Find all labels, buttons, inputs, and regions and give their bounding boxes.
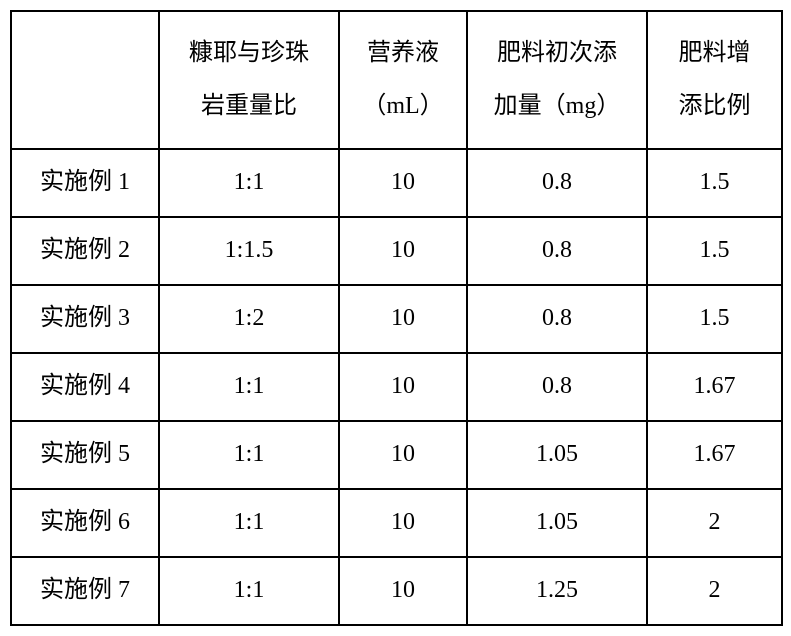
cell-initial: 1.05 [467,421,647,489]
cell-initial: 1.05 [467,489,647,557]
cell-label: 实施例 4 [11,353,159,421]
table-row: 实施例 4 1:1 10 0.8 1.67 [11,353,782,421]
col-header-line2: （mL） [340,80,466,133]
cell-add-ratio: 2 [647,489,782,557]
cell-add-ratio: 1.5 [647,217,782,285]
col-header-initial: 肥料初次添 加量（mg） [467,11,647,149]
col-header-nutrient: 营养液 （mL） [339,11,467,149]
cell-label: 实施例 7 [11,557,159,625]
cell-ratio: 1:1.5 [159,217,339,285]
col-header-line1: 肥料增 [648,27,781,80]
cell-initial: 0.8 [467,217,647,285]
col-header-line2: 加量（mg） [468,80,646,133]
table-header-row: 糠耶与珍珠 岩重量比 营养液 （mL） 肥料初次添 加量（mg） 肥料增 添比例 [11,11,782,149]
cell-nutrient: 10 [339,285,467,353]
cell-ratio: 1:2 [159,285,339,353]
col-header-line1: 糠耶与珍珠 [160,27,338,80]
cell-initial: 1.25 [467,557,647,625]
cell-label: 实施例 6 [11,489,159,557]
cell-nutrient: 10 [339,489,467,557]
cell-ratio: 1:1 [159,353,339,421]
col-header-line2: 添比例 [648,80,781,133]
table-row: 实施例 1 1:1 10 0.8 1.5 [11,149,782,217]
cell-ratio: 1:1 [159,149,339,217]
cell-label: 实施例 1 [11,149,159,217]
cell-add-ratio: 1.5 [647,149,782,217]
data-table: 糠耶与珍珠 岩重量比 营养液 （mL） 肥料初次添 加量（mg） 肥料增 添比例 [10,10,783,626]
cell-add-ratio: 1.5 [647,285,782,353]
cell-label: 实施例 3 [11,285,159,353]
cell-ratio: 1:1 [159,489,339,557]
cell-nutrient: 10 [339,217,467,285]
cell-nutrient: 10 [339,149,467,217]
cell-label: 实施例 5 [11,421,159,489]
cell-ratio: 1:1 [159,557,339,625]
cell-initial: 0.8 [467,353,647,421]
cell-add-ratio: 1.67 [647,353,782,421]
table-row: 实施例 5 1:1 10 1.05 1.67 [11,421,782,489]
col-header-line1: 肥料初次添 [468,27,646,80]
cell-ratio: 1:1 [159,421,339,489]
cell-add-ratio: 1.67 [647,421,782,489]
table-row: 实施例 7 1:1 10 1.25 2 [11,557,782,625]
cell-initial: 0.8 [467,285,647,353]
cell-label: 实施例 2 [11,217,159,285]
col-header-blank [11,11,159,149]
table-row: 实施例 3 1:2 10 0.8 1.5 [11,285,782,353]
cell-nutrient: 10 [339,353,467,421]
table-container: 糠耶与珍珠 岩重量比 营养液 （mL） 肥料初次添 加量（mg） 肥料增 添比例 [0,0,791,636]
col-header-ratio: 糠耶与珍珠 岩重量比 [159,11,339,149]
cell-add-ratio: 2 [647,557,782,625]
col-header-add-ratio: 肥料增 添比例 [647,11,782,149]
cell-nutrient: 10 [339,421,467,489]
cell-initial: 0.8 [467,149,647,217]
table-row: 实施例 6 1:1 10 1.05 2 [11,489,782,557]
cell-nutrient: 10 [339,557,467,625]
table-row: 实施例 2 1:1.5 10 0.8 1.5 [11,217,782,285]
col-header-line1: 营养液 [340,27,466,80]
col-header-line2: 岩重量比 [160,80,338,133]
